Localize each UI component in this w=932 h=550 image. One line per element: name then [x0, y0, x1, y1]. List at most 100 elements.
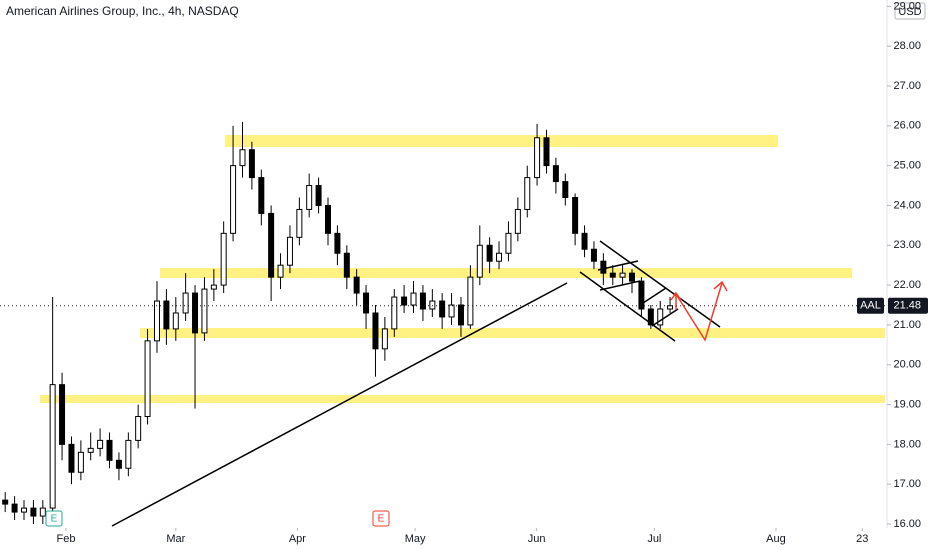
y-tick-label: 24.00: [893, 199, 921, 211]
forecast-arrows: [670, 280, 728, 342]
flag-line: [639, 287, 667, 306]
candle-body: [667, 305, 674, 310]
y-tick-label: 21.00: [893, 319, 921, 331]
x-tick-label: Jun: [528, 533, 546, 545]
candle-body: [600, 260, 607, 274]
x-tick-label: Feb: [56, 533, 75, 545]
candle-body: [647, 308, 654, 326]
candle-body: [30, 507, 37, 517]
candle-body: [334, 232, 341, 254]
candle-body: [353, 276, 360, 294]
candle-body: [220, 232, 227, 286]
earnings-marker[interactable]: [45, 510, 63, 527]
earnings-label: E: [378, 514, 385, 525]
candle-body: [467, 276, 474, 326]
candle-body: [277, 264, 284, 278]
candle-body: [429, 300, 436, 310]
trend-line: [111, 282, 568, 527]
x-tick-label: Aug: [766, 533, 786, 545]
candle-body: [391, 296, 398, 330]
candle-body: [201, 288, 208, 334]
x-tick-label: Apr: [289, 533, 306, 545]
candle-body: [609, 272, 616, 278]
candle-body: [135, 416, 142, 441]
earnings-label: E: [51, 514, 58, 525]
candle-body: [543, 137, 550, 167]
earnings-markers: E E: [45, 510, 390, 527]
candle-body: [524, 177, 531, 210]
earnings-marker[interactable]: [372, 510, 390, 527]
candle-body: [306, 185, 313, 210]
x-tick-label: May: [405, 533, 426, 545]
arrow-head: [713, 280, 728, 292]
y-tick-label: 27.00: [893, 80, 921, 92]
candle-body: [163, 300, 170, 330]
candle-body: [248, 149, 255, 179]
candle-body: [363, 292, 370, 314]
forecast-path: [675, 282, 723, 342]
resistance-zone: [160, 268, 852, 278]
candle-body: [496, 252, 503, 262]
candle-body: [457, 304, 464, 326]
symbol-box: [857, 297, 884, 314]
candle-body: [106, 439, 113, 461]
candle-body: [97, 439, 104, 449]
candle-body: [49, 384, 56, 509]
candle-body: [144, 340, 151, 418]
candle-body: [11, 503, 18, 513]
x-tick-label: Jul: [647, 533, 661, 545]
candle-body: [182, 292, 189, 314]
candle-body: [439, 300, 446, 318]
candle-body: [381, 328, 388, 350]
y-tick-label: 18.00: [893, 438, 921, 450]
y-tick-label: 17.00: [893, 478, 921, 490]
candle-body: [230, 165, 237, 234]
candle-body: [448, 304, 455, 318]
candle-body: [419, 292, 426, 310]
candle-body: [657, 308, 664, 326]
candle-body: [476, 244, 483, 278]
candles: [2, 121, 674, 525]
y-tick-label: 29.00: [893, 0, 921, 12]
candle-body: [514, 208, 521, 234]
candle-body: [21, 507, 28, 513]
symbol-label: AAL: [860, 300, 881, 312]
candle-body: [153, 300, 160, 342]
resistance-zone: [225, 135, 778, 147]
y-tick-label: 20.00: [893, 359, 921, 371]
channel-line: [579, 271, 676, 342]
candle-body: [638, 280, 645, 310]
y-tick-label: 28.00: [893, 40, 921, 52]
candle-body: [590, 248, 597, 262]
arrow-head: [670, 291, 682, 301]
candle-body: [125, 439, 132, 469]
candle-body: [2, 499, 9, 505]
candle-body: [192, 292, 199, 334]
candle-body: [77, 451, 84, 473]
candle-body: [268, 212, 275, 278]
candle-body: [115, 459, 122, 469]
support-zone: [40, 395, 885, 403]
candle-body: [505, 232, 512, 254]
candle-body: [172, 312, 179, 330]
candle-body: [87, 447, 94, 453]
y-tick-label: 26.00: [893, 120, 921, 132]
candle-body: [581, 232, 588, 250]
candle-body: [59, 384, 66, 445]
candle-body: [562, 181, 569, 199]
candle-body: [410, 292, 417, 306]
candle-body: [210, 284, 217, 290]
currency: USD: [898, 6, 921, 18]
flag-line: [597, 260, 639, 271]
candle-body: [619, 272, 626, 278]
y-tick-label: 22.00: [893, 279, 921, 291]
flag-line: [651, 308, 679, 327]
candle-body: [628, 272, 635, 282]
support-zone: [140, 328, 885, 338]
last-price-box: [888, 297, 928, 314]
candle-body: [486, 244, 493, 262]
y-tick-label: 19.00: [893, 398, 921, 410]
candle-body: [372, 312, 379, 350]
candle-body: [401, 296, 408, 306]
